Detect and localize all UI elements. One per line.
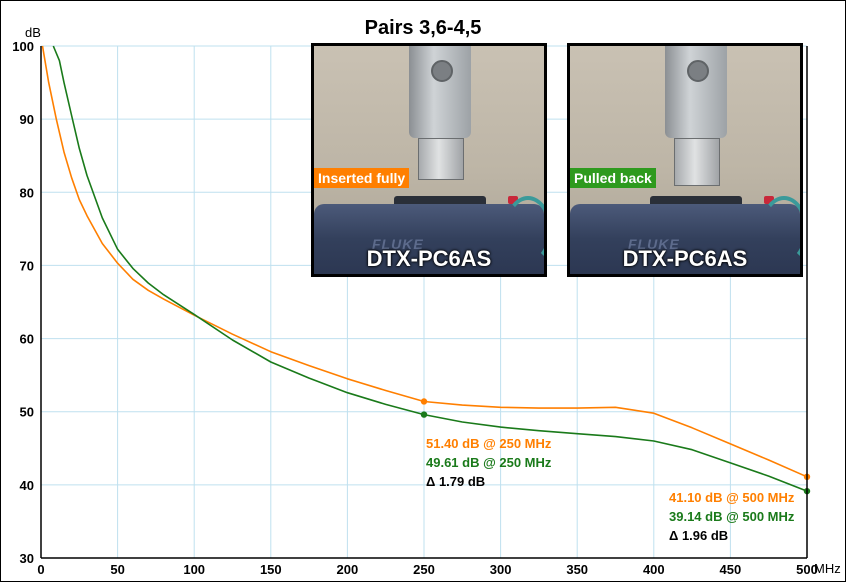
cable-clip bbox=[764, 196, 774, 204]
photo-label: Inserted fully bbox=[314, 168, 410, 188]
x-tick-label: 100 bbox=[183, 562, 205, 577]
x-tick-label: 300 bbox=[490, 562, 512, 577]
cable bbox=[760, 196, 800, 264]
y-tick-label: 40 bbox=[20, 478, 34, 493]
plug-body bbox=[409, 46, 471, 138]
data-marker bbox=[420, 411, 428, 418]
cable bbox=[504, 196, 544, 264]
annotation-label: Δ 1.96 dB bbox=[669, 528, 728, 543]
y-tick-label: 90 bbox=[20, 112, 34, 127]
y-tick-label: 60 bbox=[20, 332, 34, 347]
y-tick-label: 80 bbox=[20, 185, 34, 200]
annotation-label: 39.14 dB @ 500 MHz bbox=[669, 509, 795, 524]
x-tick-label: 450 bbox=[720, 562, 742, 577]
screw-icon bbox=[431, 60, 453, 82]
x-tick-label: 500 bbox=[796, 562, 818, 577]
annotation-label: 51.40 dB @ 250 MHz bbox=[426, 436, 552, 451]
plug-body bbox=[665, 46, 727, 138]
chart-title: Pairs 3,6-4,5 bbox=[365, 17, 482, 39]
series-line-0 bbox=[41, 45, 808, 478]
axes bbox=[40, 46, 808, 559]
y-axis-label: dB bbox=[25, 25, 41, 40]
device-brand-logo: FLUKE bbox=[372, 236, 424, 252]
x-tick-label: 50 bbox=[110, 562, 124, 577]
series-group bbox=[41, 45, 808, 492]
x-tick-label: 150 bbox=[260, 562, 282, 577]
photo-pulled-back: FLUKE Pulled back DTX-PC6AS bbox=[567, 43, 803, 277]
x-tick-label: 400 bbox=[643, 562, 665, 577]
data-marker bbox=[420, 398, 428, 405]
device-brand-logo: FLUKE bbox=[628, 236, 680, 252]
cable-clip bbox=[508, 196, 518, 204]
series-line-1 bbox=[52, 45, 808, 492]
y-tick-label: 100 bbox=[12, 39, 34, 54]
y-tick-label: 30 bbox=[20, 551, 34, 566]
y-tick-label: 70 bbox=[20, 258, 34, 273]
x-tick-label: 0 bbox=[37, 562, 44, 577]
photo-inserted-fully: FLUKE Inserted fully DTX-PC6AS bbox=[311, 43, 547, 277]
x-axis-unit: MHz bbox=[814, 561, 841, 576]
plug-neck bbox=[418, 138, 464, 180]
photo-label: Pulled back bbox=[570, 168, 656, 188]
x-tick-label: 200 bbox=[337, 562, 359, 577]
x-tick-label: 350 bbox=[566, 562, 588, 577]
screw-icon bbox=[687, 60, 709, 82]
annotation-label: Δ 1.79 dB bbox=[426, 474, 485, 489]
x-tick-label: 250 bbox=[413, 562, 435, 577]
annotation-label: 41.10 dB @ 500 MHz bbox=[669, 490, 795, 505]
plug-neck bbox=[674, 138, 720, 186]
y-tick-label: 50 bbox=[20, 405, 34, 420]
annotations: 51.40 dB @ 250 MHz 49.61 dB @ 250 MHz Δ 1.… bbox=[426, 436, 795, 543]
photo-caption: DTX-PC6AS bbox=[366, 246, 492, 271]
annotation-label: 49.61 dB @ 250 MHz bbox=[426, 455, 552, 470]
tick-labels: 0 50 100 150 200 250 300 350 400 450 500 30 40 50 60 70… bbox=[12, 39, 818, 577]
photo-caption: DTX-PC6AS bbox=[622, 246, 748, 271]
